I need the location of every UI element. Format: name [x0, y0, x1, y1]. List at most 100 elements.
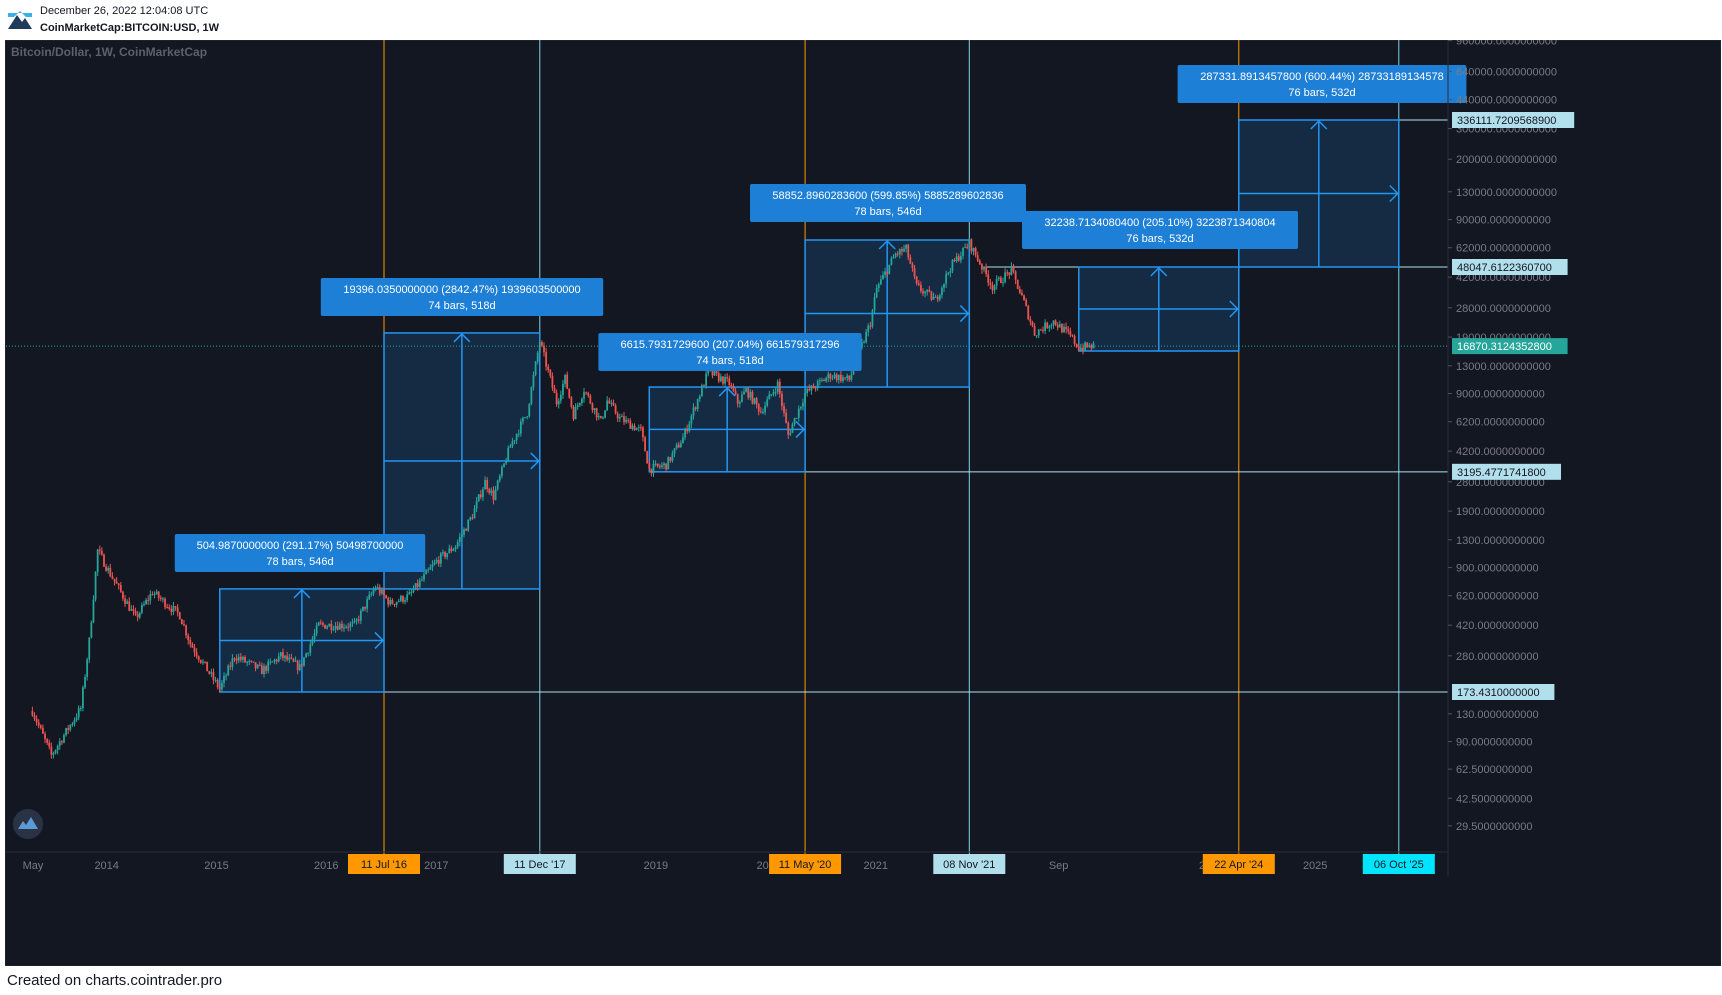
candle-body — [1090, 345, 1093, 349]
candle-body — [909, 257, 912, 264]
candle-body — [378, 587, 381, 594]
candle-body — [549, 369, 552, 376]
candle-body — [781, 393, 783, 407]
candle-body — [726, 377, 729, 379]
candle-body — [1004, 272, 1006, 283]
candle-body — [587, 392, 590, 396]
candle-body — [905, 244, 908, 249]
candle-body — [1065, 326, 1068, 330]
candle-body — [564, 374, 566, 384]
price-tick-label: 440000.0000000000 — [1456, 95, 1557, 107]
candle-body — [277, 656, 280, 662]
candle-body — [962, 247, 964, 256]
candle-body — [326, 626, 329, 629]
candle-body — [319, 622, 322, 624]
date-badge: 11 May '20 — [769, 854, 842, 874]
candle-body — [711, 369, 714, 376]
candle-body — [818, 380, 821, 382]
candle-body — [231, 658, 234, 667]
candle-body — [433, 562, 436, 565]
candle-body — [578, 402, 581, 406]
candle-body — [143, 604, 145, 606]
candle-body — [536, 352, 539, 362]
candle-body — [783, 406, 785, 413]
candle-body — [566, 374, 569, 389]
price-tick-label: 62000.0000000000 — [1456, 243, 1551, 255]
candle-body — [44, 733, 46, 739]
price-tick-label: 6200.0000000000 — [1456, 417, 1545, 429]
candle-body — [646, 451, 649, 464]
candle-body — [332, 629, 335, 631]
candle-body — [294, 660, 297, 662]
candle-body — [825, 378, 828, 382]
candle-body — [642, 427, 644, 438]
price-badge: 16870.3124352800 — [1452, 338, 1568, 355]
measurement-label-bg — [320, 278, 604, 316]
candle-body — [90, 622, 93, 638]
price-tick-label: 300000.0000000000 — [1456, 124, 1557, 136]
candle-body — [479, 494, 482, 498]
candle-body — [823, 379, 825, 382]
candle-body — [673, 448, 676, 454]
candle-body — [69, 724, 72, 730]
candle-body — [568, 388, 571, 398]
time-tick-label: Sep — [1049, 860, 1069, 872]
candle-body — [383, 589, 385, 596]
candle-body — [785, 412, 788, 424]
candle-body — [63, 735, 65, 743]
candle-body — [416, 583, 419, 587]
candle-body — [380, 589, 383, 594]
candle-body — [164, 598, 166, 608]
candle-body — [408, 592, 411, 595]
price-tick-label: 130000.0000000000 — [1456, 187, 1557, 199]
date-badge: 08 Nov '21 — [933, 854, 1006, 874]
candle-body — [650, 468, 653, 474]
candle-body — [928, 290, 931, 292]
candle-body — [886, 271, 889, 274]
measurement-change-text: 504.9870000000 (291.17%) 50498700000 — [197, 540, 404, 552]
candle-body — [528, 404, 531, 417]
candle-body — [612, 402, 615, 406]
price-badge-bg — [1452, 684, 1555, 700]
price-tick-label: 4200.0000000000 — [1456, 446, 1545, 458]
candle-body — [791, 424, 794, 433]
candle-body — [431, 564, 434, 568]
candle-body — [98, 549, 101, 551]
candle-body — [1069, 331, 1072, 336]
candle-body — [244, 656, 246, 663]
candle-body — [591, 403, 594, 411]
candle-body — [67, 728, 70, 730]
candle-body — [696, 399, 699, 409]
time-tick-label: 2021 — [864, 860, 888, 872]
candle-body — [1073, 335, 1076, 344]
candle-body — [934, 296, 937, 298]
candle-body — [389, 600, 392, 605]
candle-body — [772, 392, 775, 395]
candle-body — [875, 287, 878, 298]
candle-body — [1018, 288, 1021, 293]
candle-body — [218, 687, 221, 690]
candle-body — [1042, 329, 1044, 331]
projection-box — [1078, 266, 1240, 352]
candle-body — [176, 607, 179, 613]
candle-body — [631, 425, 634, 429]
candle-body — [286, 655, 289, 660]
price-chart[interactable]: Bitcoin/Dollar, 1W, CoinMarketCap 504.987… — [5, 40, 1721, 966]
candle-body — [300, 664, 303, 666]
candle-body — [509, 446, 512, 448]
candle-body — [351, 622, 354, 624]
candle-body — [338, 623, 341, 630]
candle-body — [235, 658, 238, 661]
candle-body — [75, 717, 78, 720]
candle-body — [484, 479, 486, 490]
candle-body — [999, 277, 1002, 283]
chart-panel[interactable]: Bitcoin/Dollar, 1W, CoinMarketCap 504.987… — [5, 40, 1721, 966]
candle-body — [279, 652, 282, 657]
candle-body — [656, 463, 659, 467]
candle-body — [705, 373, 708, 386]
candle-body — [113, 578, 116, 582]
candle-body — [924, 291, 926, 294]
candle-body — [490, 490, 493, 493]
candle-body — [292, 658, 295, 662]
candle-body — [376, 587, 379, 589]
